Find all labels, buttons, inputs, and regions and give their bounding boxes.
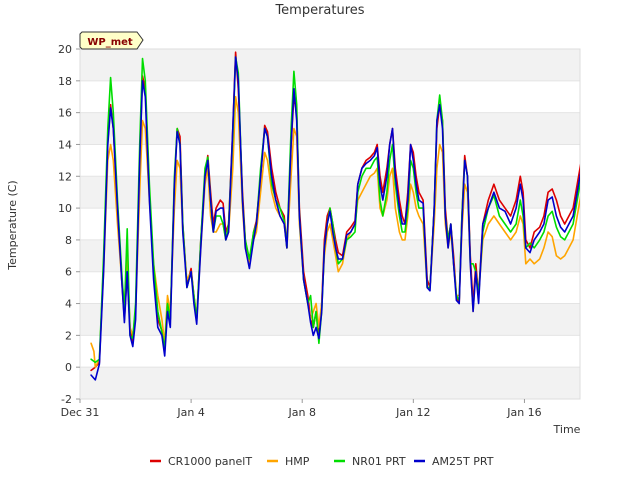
grid-band <box>80 112 580 145</box>
y-tick-label: 2 <box>65 329 72 342</box>
x-tick-label: Dec 31 <box>61 406 100 419</box>
y-tick-label: 12 <box>58 170 72 183</box>
legend-label: AM25T PRT <box>432 455 494 468</box>
chart-title: Temperatures <box>274 3 364 18</box>
legend-item-nr01-prt: NR01 PRT <box>334 455 406 468</box>
y-tick-label: 0 <box>65 361 72 374</box>
y-tick-label: -2 <box>61 393 72 406</box>
x-axis-label: Time <box>553 423 581 436</box>
y-tick-label: 4 <box>65 298 72 311</box>
legend-item-cr1000-panelt: CR1000 panelT <box>150 455 252 468</box>
legend-label: HMP <box>285 455 310 468</box>
y-tick-label: 20 <box>58 43 72 56</box>
x-tick-label: Jan 12 <box>395 406 430 419</box>
annotation-label: WP_met <box>87 37 133 48</box>
y-tick-label: 18 <box>58 75 72 88</box>
grid-band <box>80 239 580 272</box>
legend-label: NR01 PRT <box>352 455 406 468</box>
x-axis: Dec 31 Jan 4 Jan 8 Jan 12 Jan 16 <box>61 399 542 419</box>
legend: CR1000 panelT HMP NR01 PRT AM25T PRT <box>150 455 494 468</box>
x-tick-label: Jan 16 <box>506 406 541 419</box>
wp-met-annotation: WP_met <box>79 31 144 50</box>
grid-band <box>80 303 580 336</box>
y-axis: -2 0 2 4 6 8 10 12 14 16 18 20 <box>58 43 80 406</box>
x-tick-label: Jan 8 <box>287 406 315 419</box>
y-tick-label: 6 <box>65 266 72 279</box>
legend-label: CR1000 panelT <box>168 455 252 468</box>
series-line-am25t-prt <box>90 56 580 381</box>
grid-band <box>80 49 580 81</box>
plot-frame <box>79 48 581 400</box>
legend-item-hmp: HMP <box>267 455 310 468</box>
annotation-box <box>79 31 144 50</box>
grid-bands <box>80 48 580 400</box>
legend-item-am25t-prt: AM25T PRT <box>414 455 494 468</box>
y-tick-label: 16 <box>58 107 72 120</box>
grid-band <box>80 176 580 209</box>
series-lines <box>90 51 580 381</box>
y-tick-label: 8 <box>65 234 72 247</box>
x-tick-label: Jan 4 <box>176 406 204 419</box>
y-axis-label: Temperature (C) <box>6 180 19 270</box>
y-tick-label: 10 <box>58 202 72 215</box>
y-tick-label: 14 <box>58 138 72 151</box>
grid-band <box>80 367 580 399</box>
